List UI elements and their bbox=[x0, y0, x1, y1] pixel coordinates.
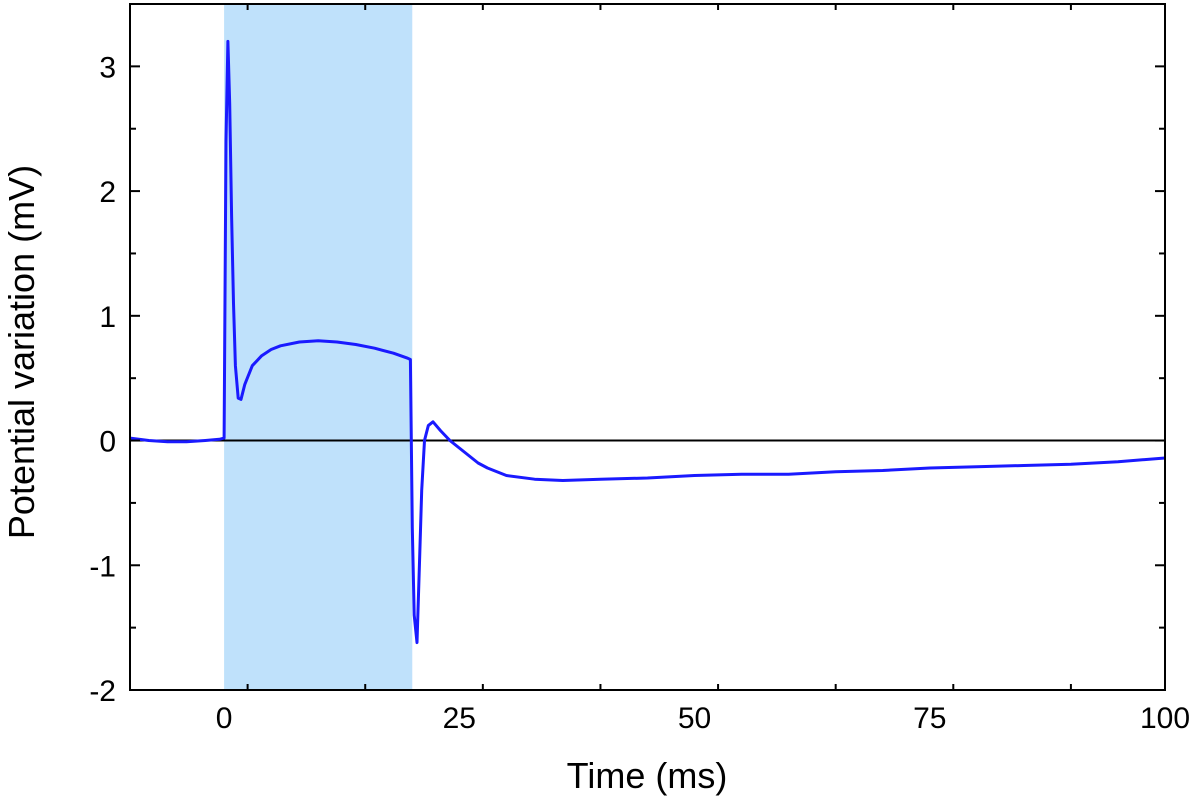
y-tick-label: 0 bbox=[99, 426, 116, 459]
x-tick-label: 75 bbox=[913, 702, 946, 735]
x-tick-label: 0 bbox=[216, 702, 233, 735]
y-tick-label: 1 bbox=[99, 301, 116, 334]
series-line bbox=[129, 39, 1166, 645]
highlight-region bbox=[224, 4, 413, 690]
y-axis-title: Potential variation (mV) bbox=[1, 165, 42, 539]
x-axis-ticks: 0 25 50 75 100 bbox=[129, 4, 1190, 735]
x-axis-title: Time (ms) bbox=[567, 755, 728, 796]
x-tick-label: 50 bbox=[678, 702, 711, 735]
y-axis-ticks: -2 -1 0 1 2 3 bbox=[89, 3, 1165, 708]
y-tick-label: -1 bbox=[89, 550, 116, 583]
x-tick-label: 25 bbox=[443, 702, 476, 735]
y-tick-label: 3 bbox=[99, 51, 116, 84]
y-tick-label: -2 bbox=[89, 675, 116, 708]
plot-frame bbox=[129, 3, 1166, 691]
y-tick-label: 2 bbox=[99, 176, 116, 209]
x-tick-label: 100 bbox=[1140, 702, 1190, 735]
